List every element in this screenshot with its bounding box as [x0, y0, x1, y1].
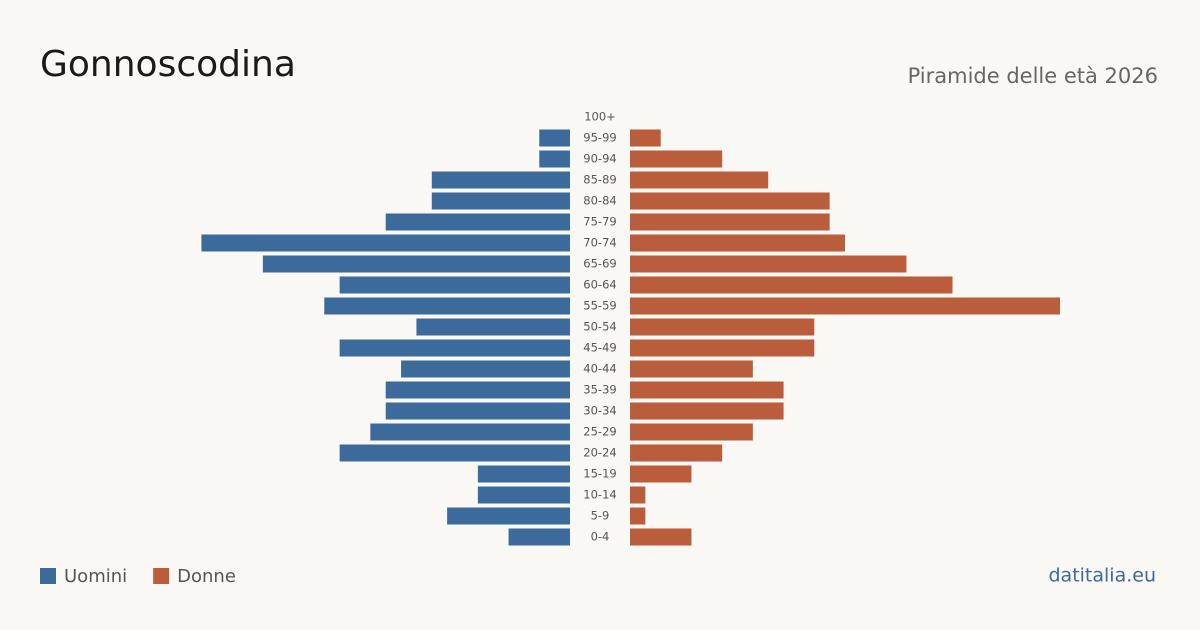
age-label: 0-4	[591, 530, 610, 544]
chart-subtitle: Piramide delle età 2026	[908, 64, 1158, 88]
bar	[539, 150, 570, 168]
bar	[630, 444, 723, 462]
chart-title: Gonnoscodina	[40, 44, 296, 85]
age-label: 85-89	[583, 173, 616, 187]
age-label: 30-34	[583, 404, 616, 418]
bar	[630, 318, 815, 336]
bar	[630, 129, 661, 147]
bar	[508, 528, 570, 546]
age-label: 90-94	[583, 152, 616, 166]
legend-swatch	[153, 568, 170, 584]
bar	[630, 423, 753, 441]
age-label: 95-99	[583, 131, 616, 145]
bar	[630, 192, 830, 210]
bar	[630, 528, 692, 546]
bar	[385, 381, 570, 399]
bar	[630, 507, 646, 525]
bar	[339, 339, 570, 357]
bar	[339, 276, 570, 294]
age-label: 15-19	[583, 467, 616, 481]
bar	[447, 507, 570, 525]
source[interactable]: datitalia.eu	[1049, 565, 1157, 587]
age-label: 20-24	[583, 446, 616, 460]
bar	[201, 234, 570, 252]
bar	[630, 360, 753, 378]
age-label: 40-44	[583, 362, 616, 376]
bar	[630, 486, 646, 504]
age-label: 25-29	[583, 425, 616, 439]
bar	[431, 192, 570, 210]
bar	[630, 171, 769, 189]
bar	[431, 171, 570, 189]
bar	[401, 360, 570, 378]
bar	[630, 276, 953, 294]
bar	[416, 318, 570, 336]
age-label: 35-39	[583, 383, 616, 397]
legend-label: Donne	[177, 566, 236, 587]
age-label: 50-54	[583, 320, 616, 334]
bar	[630, 213, 830, 231]
age-label: 10-14	[583, 488, 616, 502]
bar	[630, 255, 907, 273]
bar	[477, 465, 570, 483]
age-label: 80-84	[583, 194, 616, 208]
bar	[630, 339, 815, 357]
age-label: 100+	[584, 110, 616, 124]
bar	[339, 444, 570, 462]
bar	[477, 486, 570, 504]
bar	[370, 423, 570, 441]
bar	[630, 150, 723, 168]
age-label: 60-64	[583, 278, 616, 292]
age-label: 5-9	[591, 509, 610, 523]
bar	[262, 255, 570, 273]
bar	[630, 234, 845, 252]
age-label: 75-79	[583, 215, 616, 229]
bar	[630, 297, 1060, 315]
bar	[385, 213, 570, 231]
legend-label: Uomini	[64, 566, 127, 587]
age-label: 55-59	[583, 299, 616, 313]
bar	[324, 297, 570, 315]
legend-swatch	[40, 568, 56, 584]
age-label: 70-74	[583, 236, 616, 250]
age-label: 45-49	[583, 341, 616, 355]
bar	[539, 129, 570, 147]
age-label: 65-69	[583, 257, 616, 271]
bar	[630, 465, 692, 483]
bar	[385, 402, 570, 420]
bar	[630, 381, 784, 399]
bar	[630, 402, 784, 420]
